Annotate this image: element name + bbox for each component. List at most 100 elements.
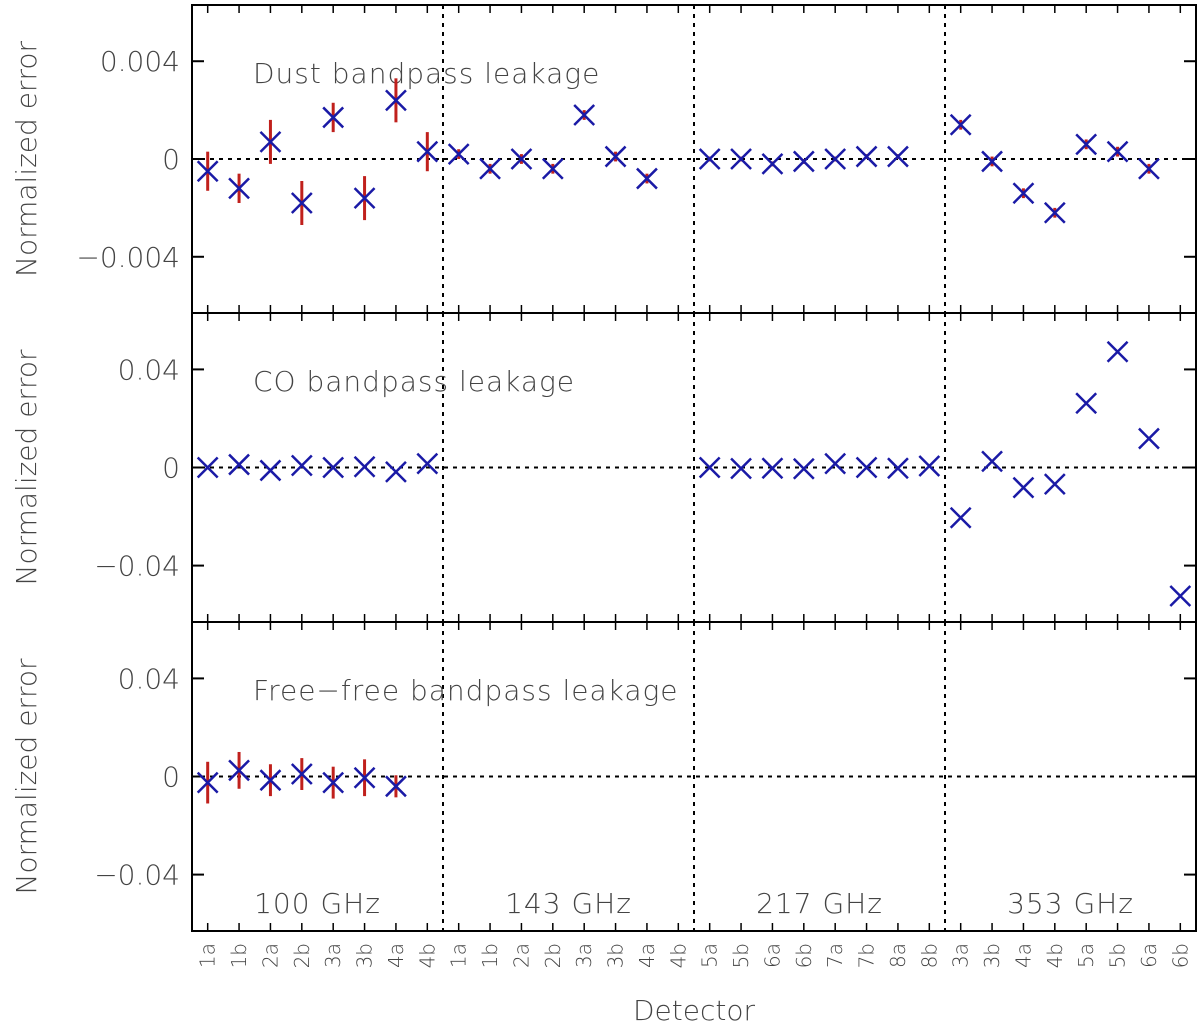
- data-point: [1043, 201, 1066, 224]
- data-point: [228, 177, 250, 200]
- x-tick-label: 3a: [321, 943, 345, 968]
- band-label: 100 GHz: [254, 887, 381, 920]
- y-tick-label: 0.04: [118, 662, 180, 695]
- data-point: [855, 145, 878, 168]
- band-label: 143 GHz: [505, 887, 632, 920]
- data-point: [416, 140, 439, 163]
- panel-title: Dust bandpass leakage: [253, 57, 600, 90]
- data-point: [636, 167, 658, 190]
- x-tick-label: 2b: [541, 943, 565, 968]
- data-point: [887, 457, 909, 480]
- data-point: [385, 461, 407, 483]
- data-point: [824, 148, 847, 170]
- data-point: [353, 187, 376, 209]
- data-point: [228, 759, 250, 782]
- data-point: [918, 455, 941, 477]
- data-point: [1075, 133, 1098, 156]
- data-point: [290, 454, 313, 477]
- data-point: [322, 771, 345, 794]
- data-point: [259, 459, 282, 482]
- data-point: [322, 456, 345, 479]
- data-point: [228, 453, 250, 476]
- x-tick-label: 4a: [635, 943, 659, 968]
- data-point: [1169, 585, 1192, 607]
- data-point: [761, 457, 784, 480]
- x-tick-label: 6a: [1137, 943, 1161, 968]
- data-point: [730, 148, 752, 170]
- data-point: [824, 452, 847, 475]
- panel-title: Free−free bandpass leakage: [253, 674, 679, 707]
- x-tick-label: 1a: [447, 943, 471, 968]
- y-axis-label: Normalized error: [10, 658, 43, 894]
- data-point: [1012, 182, 1035, 205]
- data-point: [949, 113, 972, 136]
- x-tick-label: 1b: [478, 943, 502, 968]
- x-tick-label: 4a: [384, 943, 408, 968]
- data-point: [1106, 140, 1129, 163]
- x-tick-label: 7b: [855, 943, 879, 968]
- data-point: [1106, 340, 1129, 363]
- band-label: 217 GHz: [756, 887, 883, 920]
- data-point: [259, 769, 282, 792]
- y-tick-label: 0.04: [118, 353, 180, 386]
- y-axis-label: Normalized error: [10, 41, 43, 277]
- x-axis-label: Detector: [633, 994, 755, 1026]
- x-tick-label: 4a: [1011, 943, 1035, 968]
- data-point: [353, 455, 376, 478]
- y-tick-label: 0: [162, 143, 180, 176]
- x-tick-label: 3b: [353, 943, 377, 968]
- data-point: [981, 450, 1003, 473]
- data-point: [385, 89, 407, 112]
- data-point: [196, 771, 219, 794]
- data-point: [949, 506, 972, 529]
- x-tick-label: 1a: [196, 943, 220, 968]
- data-point: [1138, 157, 1160, 180]
- data-point: [1043, 473, 1066, 496]
- data-point: [698, 148, 721, 170]
- data-point: [416, 452, 439, 475]
- data-point: [541, 157, 564, 180]
- x-tick-label: 2a: [258, 943, 282, 968]
- data-point: [573, 104, 596, 126]
- x-tick-label: 4b: [1043, 943, 1067, 968]
- x-tick-label: 8b: [917, 943, 941, 968]
- band-label: 353 GHz: [1007, 887, 1134, 920]
- x-tick-label: 3a: [572, 943, 596, 968]
- x-tick-label: 6a: [760, 943, 784, 968]
- data-point: [1012, 476, 1035, 499]
- data-point: [290, 192, 313, 214]
- data-point: [1138, 427, 1160, 450]
- y-tick-label: 0: [162, 452, 180, 485]
- y-tick-label: −0.004: [76, 241, 180, 274]
- x-tick-label: 4b: [415, 943, 439, 968]
- data-point: [1075, 392, 1098, 415]
- data-point: [761, 153, 784, 175]
- y-tick-label: 0: [162, 761, 180, 794]
- x-tick-label: 4b: [666, 943, 690, 968]
- data-point: [447, 143, 470, 165]
- data-point: [385, 775, 407, 798]
- data-point: [604, 145, 627, 168]
- x-tick-label: 5a: [698, 943, 722, 968]
- x-tick-label: 1b: [227, 943, 251, 968]
- data-point: [887, 145, 909, 168]
- x-tick-label: 5b: [729, 943, 753, 968]
- x-tick-label: 3b: [604, 943, 628, 968]
- y-tick-label: −0.04: [94, 859, 180, 892]
- data-point: [259, 131, 282, 153]
- x-tick-label: 6b: [1168, 943, 1192, 968]
- data-point: [290, 763, 313, 785]
- data-point: [479, 157, 501, 180]
- data-point: [322, 106, 345, 129]
- x-tick-label: 5a: [1074, 943, 1098, 968]
- data-point: [353, 766, 376, 789]
- data-point: [730, 457, 752, 480]
- x-tick-label: 2b: [290, 943, 314, 968]
- y-tick-label: 0.004: [100, 45, 180, 78]
- data-point: [196, 456, 219, 479]
- data-point: [196, 160, 219, 183]
- panel-title: CO bandpass leakage: [253, 365, 575, 398]
- x-tick-label: 2a: [509, 943, 533, 968]
